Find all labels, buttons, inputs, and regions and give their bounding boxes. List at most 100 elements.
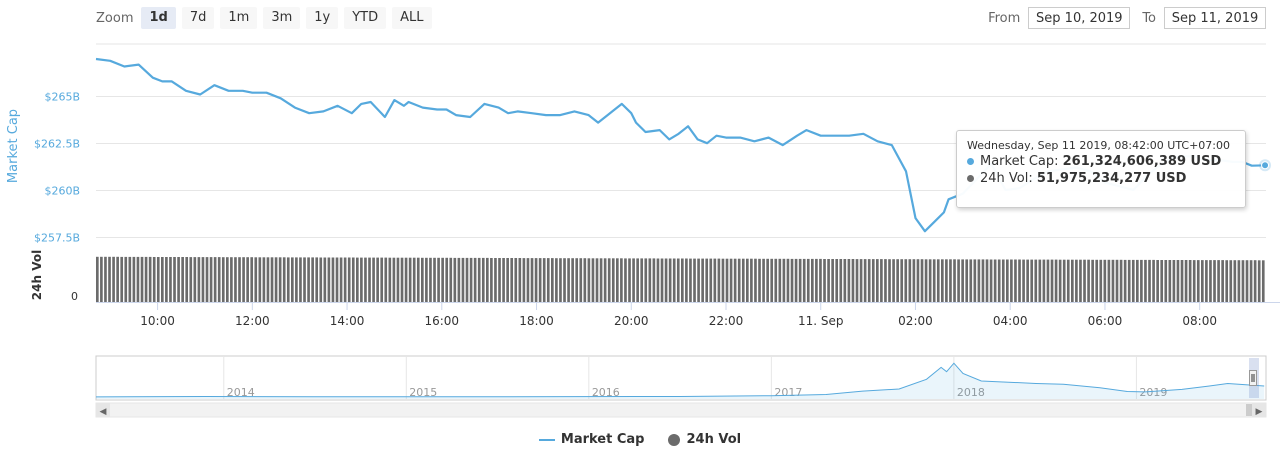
volume-bar (323, 257, 327, 302)
volume-bar (859, 259, 863, 302)
x-tick-label: 18:00 (519, 314, 554, 328)
volume-bar (681, 258, 684, 302)
volume-bar (798, 258, 802, 302)
volume-bar (473, 257, 477, 302)
volume-bar (1103, 259, 1107, 302)
volume-bar (1050, 259, 1054, 302)
volume-bar (156, 257, 160, 302)
volume-bar (567, 258, 570, 302)
scroll-right-button[interactable] (1252, 403, 1266, 417)
volume-bar (575, 258, 579, 302)
volume-bar (685, 258, 688, 302)
x-tick-label: 20:00 (614, 314, 649, 328)
volume-bar (445, 257, 449, 302)
volume-bar (620, 258, 623, 302)
volume-bar (949, 259, 952, 302)
volume-bar (1160, 260, 1164, 302)
scrollbar-thumb[interactable] (1246, 404, 1252, 416)
volume-bar (510, 258, 514, 302)
market-cap-dot-icon (967, 158, 974, 165)
scrollbar[interactable]: ◀ ▶ (95, 402, 1267, 418)
volume-bar (1083, 259, 1086, 302)
zoom-button-7d[interactable]: 7d (181, 7, 215, 29)
volume-bar (1249, 260, 1253, 302)
volume-bar (396, 257, 400, 302)
volume-bar (1001, 259, 1005, 302)
from-date-input[interactable] (1028, 7, 1131, 29)
volume-bar (689, 258, 692, 302)
volume-bar (778, 258, 782, 302)
volume-bar (1095, 259, 1099, 302)
volume-bar (957, 259, 960, 302)
volume-bar (185, 257, 189, 302)
volume-bar (953, 259, 956, 302)
volume-bar (213, 257, 217, 302)
tooltip: Wednesday, Sep 11 2019, 08:42:00 UTC+07:… (956, 130, 1246, 208)
volume-bar (1119, 259, 1123, 302)
x-tick-label: 02:00 (898, 314, 933, 328)
volume-bar (1026, 259, 1029, 302)
tooltip-row-market-cap: Market Cap: 261,324,606,389 USD (967, 154, 1235, 169)
volume-bar (250, 257, 254, 302)
volume-bar (713, 258, 717, 302)
volume-bar (197, 257, 201, 302)
volume-bar (551, 258, 554, 302)
volume-bar (892, 259, 895, 302)
volume-bar (299, 257, 302, 302)
volume-bar (356, 257, 359, 302)
volume-bar (721, 258, 725, 302)
legend-item-market-cap[interactable]: Market Cap (538, 432, 644, 447)
volume-bar (108, 256, 111, 302)
volume-bar (559, 258, 562, 302)
volume-bar (1010, 259, 1013, 302)
volume-bar (754, 258, 757, 302)
zoom-button-1y[interactable]: 1y (306, 7, 339, 29)
volume-bar (1087, 259, 1090, 302)
volume-bar (319, 257, 323, 302)
volume-bar (668, 258, 672, 302)
volume-bar (311, 257, 314, 302)
volume-bar (863, 259, 867, 302)
volume-bar (534, 258, 538, 302)
volume-bar (1030, 259, 1034, 302)
volume-bar (941, 259, 944, 302)
zoom-label: Zoom (96, 10, 134, 26)
navigator-area (96, 363, 1265, 399)
volume-bar (189, 257, 193, 302)
legend-item-volume[interactable]: 24h Vol (668, 432, 741, 447)
zoom-button-1d[interactable]: 1d (141, 7, 176, 29)
volume-bar (364, 257, 367, 302)
volume-bar (1245, 260, 1249, 302)
navigator-handle-left[interactable] (1249, 370, 1257, 386)
volume-bar (128, 256, 132, 302)
volume-bar (266, 257, 270, 302)
volume-bar (400, 257, 404, 302)
zoom-button-all[interactable]: ALL (392, 7, 432, 29)
volume-bar (1156, 260, 1159, 302)
volume-bar (624, 258, 627, 302)
volume-bar (388, 257, 392, 302)
volume-bar (1188, 260, 1192, 302)
volume-bar (676, 258, 680, 302)
to-date-input[interactable] (1164, 7, 1266, 29)
zoom-button-ytd[interactable]: YTD (344, 7, 387, 29)
navigator[interactable]: 2014 2015 2016 2017 2018 2019 (95, 355, 1267, 401)
volume-bar (705, 258, 709, 302)
volume-bar (969, 259, 973, 302)
navigator-year-label: 2015 (409, 386, 437, 399)
volume-bar (1209, 260, 1212, 302)
tooltip-row-volume: 24h Vol: 51,975,234,277 USD (967, 171, 1235, 186)
volume-bar (116, 256, 119, 302)
scrollbar-track[interactable] (95, 402, 1267, 418)
volume-bar (1196, 260, 1200, 302)
volume-bar (965, 259, 969, 302)
volume-bar (429, 257, 432, 302)
volume-bar (1018, 259, 1021, 302)
zoom-button-3m[interactable]: 3m (263, 7, 301, 29)
zoom-button-1m[interactable]: 1m (220, 7, 258, 29)
volume-bar (1014, 259, 1017, 302)
volume-bar (1257, 260, 1261, 302)
scroll-left-button[interactable] (96, 403, 110, 417)
volume-bar (1168, 260, 1172, 302)
